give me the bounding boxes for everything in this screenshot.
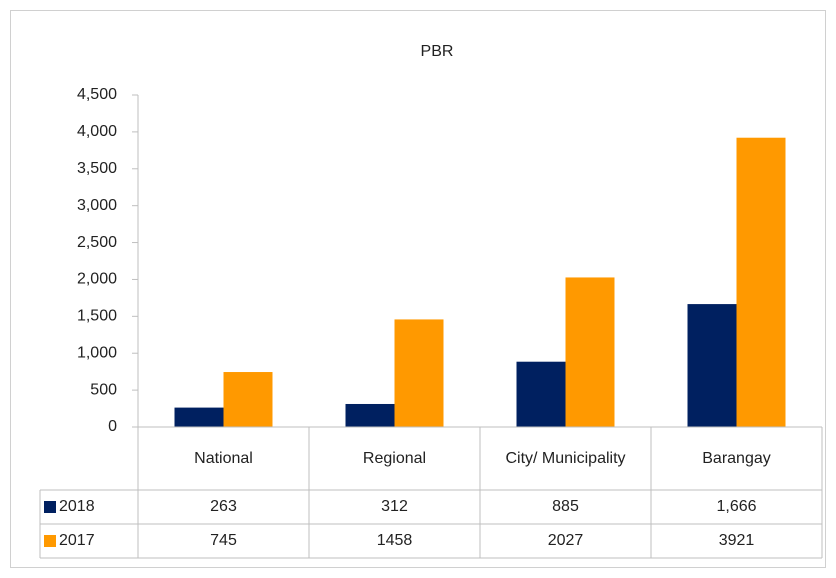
legend-entry: 2018	[40, 490, 138, 524]
bar	[736, 137, 786, 427]
legend-text: 2018	[59, 498, 95, 515]
y-tick-label: 4,000	[77, 123, 117, 140]
data-label-text: 2027	[547, 532, 584, 549]
data-label: 312	[309, 490, 480, 524]
data-label-text: 1458	[376, 532, 413, 549]
bar	[174, 407, 224, 427]
data-label-text: 1,666	[716, 498, 757, 515]
bar	[516, 361, 566, 427]
data-label: 1458	[309, 524, 480, 558]
x-tick-label: Barangay	[651, 427, 822, 490]
y-tick-label: 2,000	[77, 271, 117, 288]
bar	[345, 403, 395, 427]
bar	[565, 277, 615, 427]
data-label: 3921	[651, 524, 822, 558]
x-tick-label: Regional	[309, 427, 480, 490]
x-tick-label-text: City/ Municipality	[505, 449, 626, 467]
chart-border	[10, 10, 826, 568]
x-tick-label: National	[138, 427, 309, 490]
data-label: 745	[138, 524, 309, 558]
y-tick-label: 3,000	[77, 197, 117, 214]
y-tick-label: 3,500	[77, 160, 117, 177]
data-label-text: 312	[381, 498, 408, 515]
data-label: 1,666	[651, 490, 822, 524]
x-tick-label-text: Regional	[362, 449, 427, 467]
legend-swatch	[44, 501, 56, 513]
y-tick-label: 1,500	[77, 308, 117, 325]
data-label: 2027	[480, 524, 651, 558]
data-label-text: 263	[210, 498, 237, 515]
data-label-text: 885	[552, 498, 579, 515]
data-label-text: 745	[210, 532, 237, 549]
y-tick-label: 4,500	[77, 86, 117, 103]
data-label: 885	[480, 490, 651, 524]
data-label: 263	[138, 490, 309, 524]
bar	[223, 372, 273, 427]
y-tick-label: 0	[108, 418, 117, 435]
bar	[687, 304, 737, 427]
x-tick-label-text: Barangay	[702, 449, 771, 467]
legend-text: 2017	[59, 532, 95, 549]
y-tick-label: 2,500	[77, 234, 117, 251]
y-tick-label: 500	[90, 381, 117, 398]
y-tick-label: 1,000	[77, 344, 117, 361]
legend-swatch	[44, 535, 56, 547]
chart-title: PBR	[421, 43, 454, 60]
x-tick-label: City/ Municipality	[480, 427, 651, 490]
bar	[394, 319, 444, 427]
x-tick-label-text: National	[194, 449, 253, 467]
legend-entry: 2017	[40, 524, 138, 558]
data-label-text: 3921	[718, 532, 755, 549]
